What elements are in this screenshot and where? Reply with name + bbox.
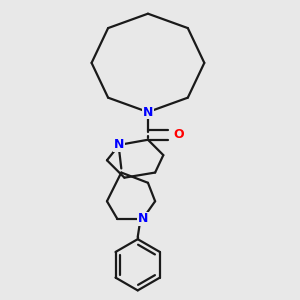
Text: N: N [143,106,153,118]
Text: O: O [173,128,184,141]
Text: N: N [114,138,124,152]
Text: N: N [138,212,148,225]
